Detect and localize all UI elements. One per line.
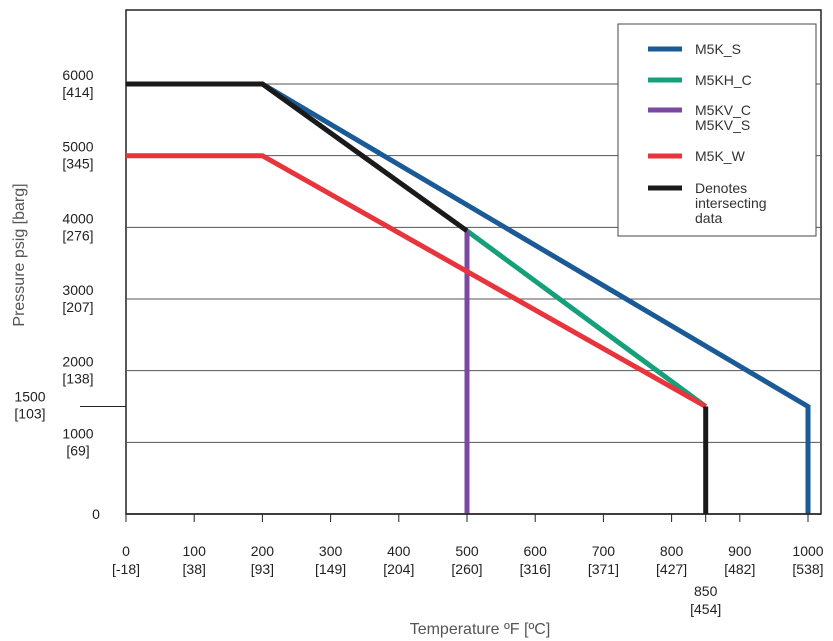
y-tick-label-0: 0 <box>92 506 100 522</box>
legend-label-m5k-w: M5K_W <box>695 148 746 164</box>
legend-label-denotes-1: intersecting <box>695 195 767 211</box>
y-tick-label-4000: 4000 <box>62 210 93 226</box>
x-tick-sublabel-300: [149] <box>315 561 346 577</box>
series-line-m5k-w-3 <box>126 153 707 409</box>
y-tick-sublabel-2000: [138] <box>62 371 93 387</box>
x-tick-sublabel-200: [93] <box>251 561 274 577</box>
series-line-denotes-4 <box>126 81 469 233</box>
x-tick-sublabel-700: [371] <box>588 561 619 577</box>
x-tick-label-900: 900 <box>728 543 752 559</box>
x-tick-sublabel-0: [-18] <box>112 561 140 577</box>
y-tick-label-6000: 6000 <box>62 67 93 83</box>
x-tick-label-800: 800 <box>660 543 684 559</box>
y-tick-label-5000: 5000 <box>62 139 93 155</box>
x-tick-sublabel-100: [38] <box>183 561 206 577</box>
legend-label-m5kv-c-1: M5KV_S <box>695 117 750 133</box>
x-axis-ticks: 0 [-18] 100 [38] 200 [93] 300 [149] 400 [204] 500 [… <box>112 514 824 617</box>
y-tick-sublabel-4000: [276] <box>62 227 93 243</box>
legend-label-denotes: Denotes <box>695 180 747 196</box>
x-tick-sublabel-400: [204] <box>383 561 414 577</box>
x-tick-sublabel-1000: [538] <box>792 561 823 577</box>
x-tick-label-100: 100 <box>183 543 207 559</box>
y-tick-sublabel-5000: [345] <box>62 156 93 172</box>
x-tick-label-500: 500 <box>455 543 479 559</box>
x-tick-sublabel-850: [454] <box>690 601 721 617</box>
y-tick-sublabel-6000: [414] <box>62 84 93 100</box>
x-tick-sublabel-800: [427] <box>656 561 687 577</box>
series-lines <box>126 81 811 514</box>
y-tick-label-3000: 3000 <box>62 282 93 298</box>
x-tick-label-400: 400 <box>387 543 411 559</box>
legend-label-m5kv-c: M5KV_C <box>695 102 751 118</box>
y-tick-label-1500: 1500 <box>14 389 45 405</box>
legend-label-m5k-s: M5K_S <box>695 41 741 57</box>
y-tick-sublabel-3000: [207] <box>62 299 93 315</box>
x-tick-label-1000: 1000 <box>792 543 823 559</box>
x-tick-sublabel-600: [316] <box>520 561 551 577</box>
x-axis-title: Temperature ºF [ºC] <box>410 621 551 638</box>
y-tick-label-1000: 1000 <box>62 425 93 441</box>
y-axis-ticks: 0 1000[69] 2000[138] 3000[207] 4000[276] 5000… <box>14 67 126 522</box>
x-tick-label-0: 0 <box>122 543 130 559</box>
y-axis-title: Pressure psig [barg] <box>11 183 28 326</box>
x-tick-label-200: 200 <box>251 543 275 559</box>
y-tick-sublabel-1500: [103] <box>14 406 45 422</box>
x-tick-sublabel-500: [260] <box>451 561 482 577</box>
y-tick-sublabel-1000: [69] <box>66 442 89 458</box>
legend-label-m5kh-c: M5KH_C <box>695 72 752 88</box>
series-line-m5kh-c-1 <box>465 228 708 409</box>
x-tick-sublabel-900: [482] <box>724 561 755 577</box>
x-tick-label-600: 600 <box>524 543 548 559</box>
legend-label-denotes-2: data <box>695 210 722 226</box>
x-tick-label-850: 850 <box>694 583 718 599</box>
legend-box <box>617 23 817 237</box>
x-tick-label-700: 700 <box>592 543 616 559</box>
y-tick-label-2000: 2000 <box>62 354 93 370</box>
x-tick-label-300: 300 <box>319 543 343 559</box>
